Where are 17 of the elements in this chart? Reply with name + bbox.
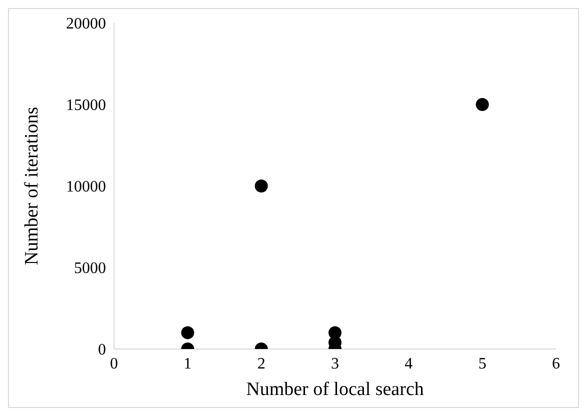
x-tick-label: 1 xyxy=(184,355,192,372)
x-tick-label: 3 xyxy=(331,355,339,372)
x-tick-label: 2 xyxy=(257,355,266,372)
y-axis-title: Number of iterations xyxy=(22,106,43,266)
x-tick-label: 0 xyxy=(110,355,118,372)
x-tick-label: 4 xyxy=(404,355,413,372)
y-tick-label: 10000 xyxy=(66,178,106,196)
x-tick-label: 5 xyxy=(478,355,486,372)
y-tick-label: 0 xyxy=(98,342,106,359)
point xyxy=(476,98,489,111)
y-tick-label: 15000 xyxy=(66,97,106,114)
x-axis-title: Number of local search xyxy=(246,379,424,400)
point xyxy=(254,180,268,192)
x-tick-label: 6 xyxy=(552,355,560,372)
point xyxy=(181,326,194,340)
y-tick-label: 20000 xyxy=(66,16,106,33)
y-tick-label: 5000 xyxy=(74,260,106,278)
